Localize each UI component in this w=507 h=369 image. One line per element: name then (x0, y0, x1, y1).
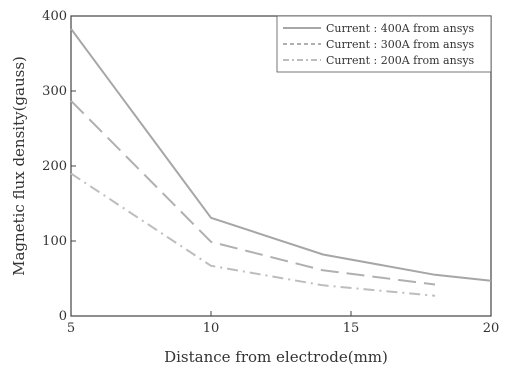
y-tick-label: 0 (59, 309, 67, 324)
series-line-3 (70, 172, 436, 297)
y-tick-label: 300 (42, 84, 67, 99)
y-axis-label: Magnetic flux density(gauss) (10, 56, 28, 276)
legend-items: Current : 400A from ansys Current : 300A … (283, 22, 475, 67)
legend-label-1: Current : 400A from ansys (326, 22, 475, 35)
y-tick-label: 200 (42, 159, 67, 174)
series-line-2 (70, 100, 436, 286)
legend-label-3: Current : 200A from ansys (326, 54, 475, 67)
x-tick-label: 10 (203, 321, 220, 336)
x-tick-label: 5 (67, 321, 75, 336)
series-layer (70, 28, 492, 297)
y-tick-label: 400 (42, 9, 67, 24)
legend: Current : 400A from ansys Current : 300A … (276, 15, 492, 73)
x-tick-label: 20 (483, 321, 500, 336)
x-tick-label: 15 (343, 321, 360, 336)
y-tick-label: 100 (42, 234, 67, 249)
legend-label-2: Current : 300A from ansys (326, 38, 475, 51)
series-line-1 (70, 28, 492, 282)
x-axis-label: Distance from electrode(mm) (164, 348, 388, 366)
